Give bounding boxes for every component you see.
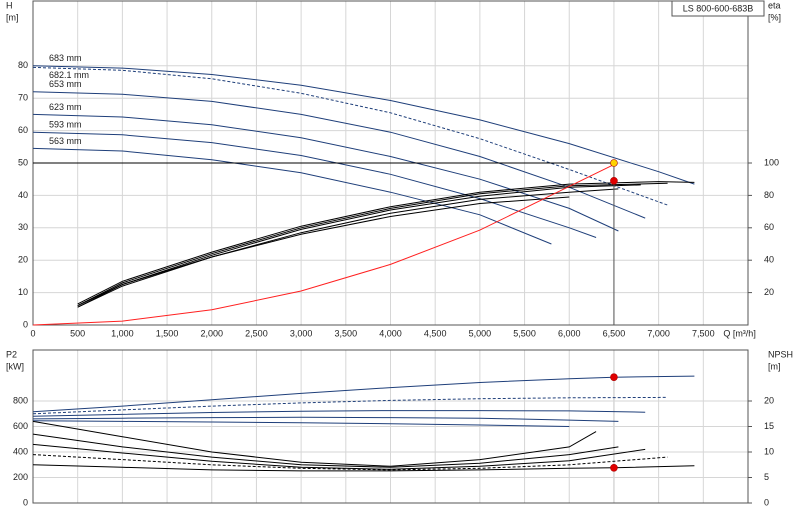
y-tick-label: 80 <box>18 60 28 70</box>
x-tick-label: 2,000 <box>200 328 223 338</box>
y-axis-label: P2 <box>6 349 17 359</box>
curve <box>32 66 668 206</box>
curve <box>32 454 668 471</box>
y-tick-label: 50 <box>18 157 28 167</box>
operating-point <box>610 177 618 185</box>
y-tick-label: 0 <box>23 497 28 507</box>
y2-tick-label: 20 <box>764 395 774 405</box>
curve <box>32 420 597 467</box>
y2-tick-label: 100 <box>764 157 779 167</box>
y-tick-label: 800 <box>13 395 28 405</box>
y-axis-unit: [m] <box>6 12 19 22</box>
y2-tick-label: 80 <box>764 190 774 200</box>
x-tick-label: 2,500 <box>245 328 268 338</box>
x-tick-label: 7,000 <box>647 328 670 338</box>
curve <box>32 375 695 413</box>
y-tick-label: 40 <box>18 190 28 200</box>
curve-label: 653 mm <box>49 79 82 89</box>
title-box <box>671 0 765 17</box>
x-tick-label: 5,000 <box>469 328 492 338</box>
curve <box>32 416 619 422</box>
curve <box>32 443 646 470</box>
curve <box>32 131 597 238</box>
y2-tick-label: 10 <box>764 446 774 456</box>
y2-axis-unit: [%] <box>768 12 781 22</box>
curve <box>32 164 615 326</box>
operating-point <box>610 159 618 167</box>
y2-tick-label: 20 <box>764 287 774 297</box>
curve-label: 683 mm <box>49 53 82 63</box>
x-tick-label: 1,500 <box>156 328 179 338</box>
curve-label: 593 mm <box>49 120 82 130</box>
x-tick-label: 3,500 <box>335 328 358 338</box>
curve <box>32 433 619 468</box>
x-tick-label: 4,500 <box>424 328 447 338</box>
y-tick-label: 0 <box>23 319 28 329</box>
curve-label: 563 mm <box>49 136 82 146</box>
x-tick-label: 500 <box>70 328 85 338</box>
y-tick-label: 10 <box>18 287 28 297</box>
y-axis-unit: [kW] <box>6 361 24 371</box>
curve-label: 682.1 mm <box>49 70 89 80</box>
x-tick-label: 0 <box>30 328 35 338</box>
curve <box>32 147 552 245</box>
y2-axis-unit: [m] <box>768 361 781 371</box>
curve <box>77 182 668 307</box>
operating-point <box>610 373 618 381</box>
y2-tick-label: 0 <box>764 497 769 507</box>
curve <box>32 65 695 185</box>
plot-frame <box>32 349 749 504</box>
x-tick-label: 6,000 <box>558 328 581 338</box>
curve <box>32 420 570 427</box>
x-tick-label: 4,000 <box>379 328 402 338</box>
chart-title: LS 800-600-683B <box>683 3 754 13</box>
y2-tick-label: 15 <box>764 421 774 431</box>
curve <box>32 91 646 219</box>
x-tick-label: 1,000 <box>111 328 134 338</box>
x-tick-label: 7,500 <box>692 328 715 338</box>
x-tick-label: 5,500 <box>513 328 536 338</box>
curve <box>32 113 619 232</box>
y-tick-label: 70 <box>18 93 28 103</box>
x-tick-label: 3,000 <box>290 328 313 338</box>
curve-label: 623 mm <box>49 102 82 112</box>
operating-point <box>610 464 618 472</box>
curve <box>32 396 668 415</box>
y-tick-label: 20 <box>18 255 28 265</box>
y2-tick-label: 5 <box>764 472 769 482</box>
y2-axis-label: NPSH <box>768 349 793 359</box>
y2-tick-label: 60 <box>764 222 774 232</box>
y-axis-label: H <box>6 0 13 10</box>
y-tick-label: 30 <box>18 222 28 232</box>
curve <box>32 410 646 417</box>
y-tick-label: 60 <box>18 125 28 135</box>
x-tick-label: 6,500 <box>603 328 626 338</box>
curve <box>77 196 570 307</box>
y-tick-label: 200 <box>13 472 28 482</box>
y-tick-label: 400 <box>13 446 28 456</box>
curve <box>32 464 695 472</box>
curve <box>77 181 695 305</box>
x-axis-label: Q [m³/h] <box>723 328 756 338</box>
y2-axis-label: eta <box>768 0 781 10</box>
y-tick-label: 600 <box>13 421 28 431</box>
y2-tick-label: 40 <box>764 255 774 265</box>
